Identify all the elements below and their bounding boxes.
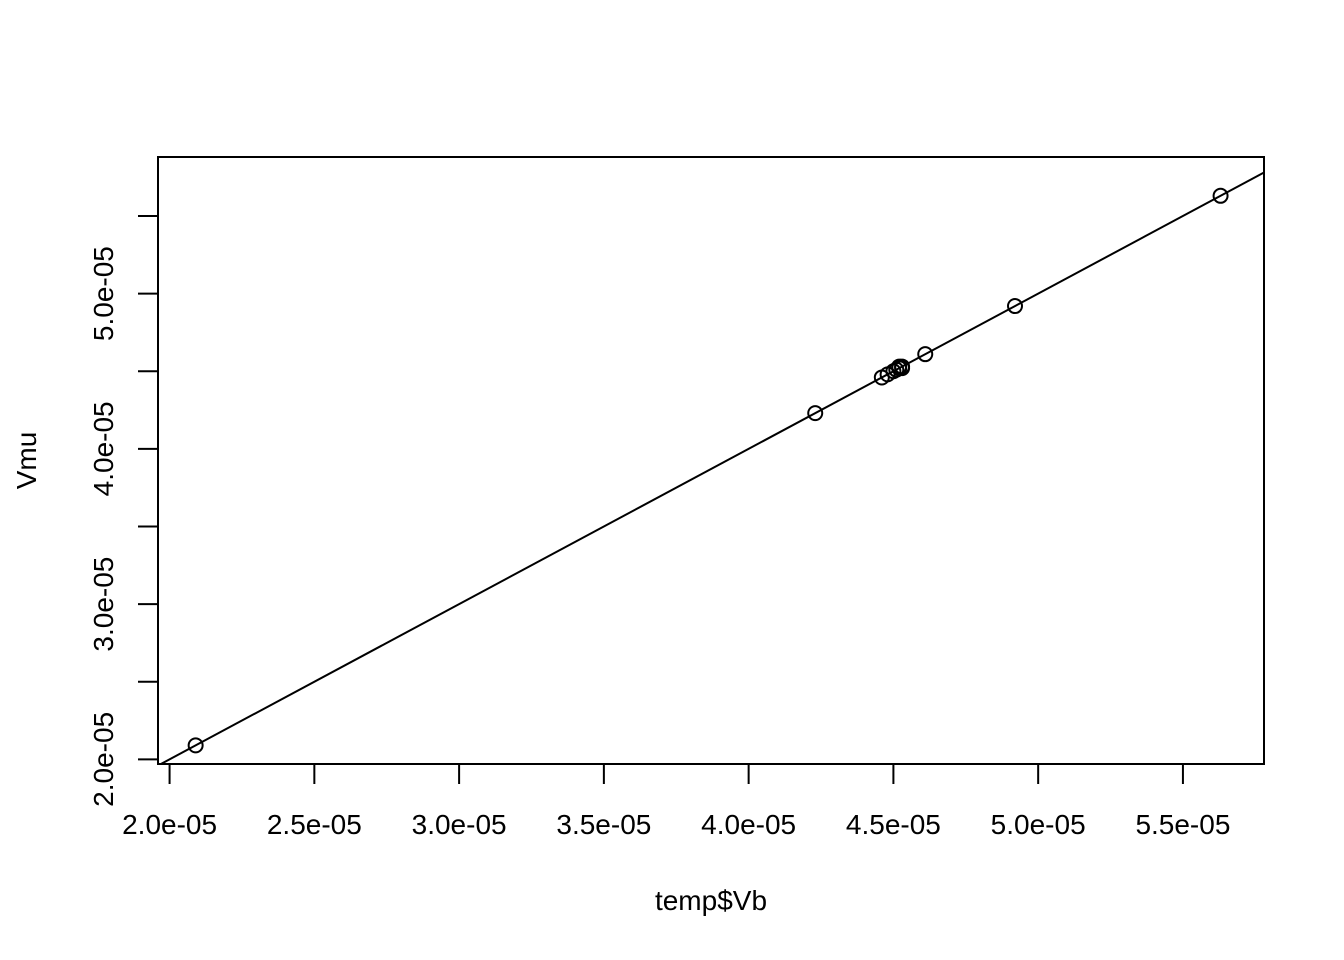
y-tick-label: 3.0e-05 xyxy=(88,557,119,652)
plot-frame xyxy=(157,156,1265,765)
y-axis-title: Vmu xyxy=(11,432,42,490)
data-point xyxy=(917,346,934,363)
reference-line xyxy=(160,171,1265,765)
x-tick-label: 5.0e-05 xyxy=(991,809,1086,840)
data-point xyxy=(1212,187,1229,204)
x-tick-label: 4.5e-05 xyxy=(846,809,941,840)
x-axis-title: temp$Vb xyxy=(655,885,767,916)
x-tick-label: 2.0e-05 xyxy=(122,809,217,840)
data-point xyxy=(187,737,204,754)
data-point xyxy=(894,358,911,375)
data-points xyxy=(187,187,1229,754)
data-point xyxy=(807,405,824,422)
x-tick-label: 2.5e-05 xyxy=(267,809,362,840)
x-tick-label: 3.0e-05 xyxy=(412,809,507,840)
x-tick-label: 4.0e-05 xyxy=(701,809,796,840)
data-point xyxy=(1007,298,1024,315)
y-tick-label: 4.0e-05 xyxy=(88,401,119,496)
y-tick-label: 2.0e-05 xyxy=(88,712,119,807)
x-tick-label: 3.5e-05 xyxy=(556,809,651,840)
reference-line-layer xyxy=(160,171,1265,765)
x-tick-label: 5.5e-05 xyxy=(1135,809,1230,840)
x-axis: 2.0e-05 2.5e-05 3.0e-05 3.5e-05 4.0e-05 4.5e-… xyxy=(122,763,1230,840)
y-tick-label: 5.0e-05 xyxy=(88,246,119,341)
